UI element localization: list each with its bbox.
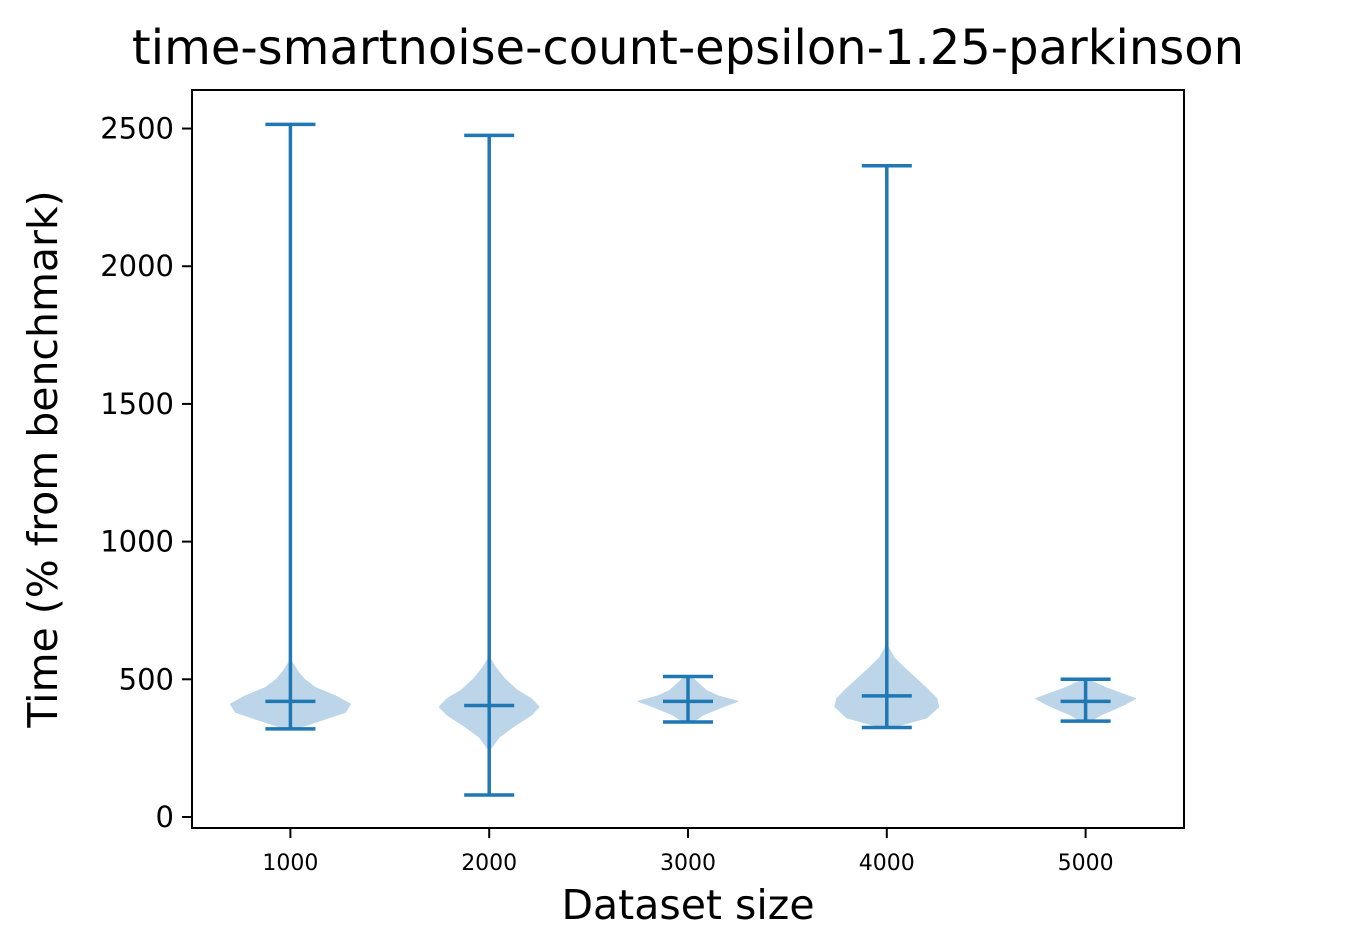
y-tick-label: 500 xyxy=(119,662,174,696)
y-tick-label: 2500 xyxy=(100,112,174,146)
plot-area xyxy=(229,122,1137,797)
x-tick-label: 2000 xyxy=(461,851,517,876)
x-tick-label: 1000 xyxy=(262,851,318,876)
x-tick-label: 4000 xyxy=(859,851,915,876)
x-tick-label: 3000 xyxy=(660,851,716,876)
y-tick-label: 0 xyxy=(156,800,174,834)
y-tick-label: 2000 xyxy=(100,249,174,283)
x-axis-label: Dataset size xyxy=(561,881,814,929)
y-tick-label: 1000 xyxy=(100,525,174,559)
chart-title: time-smartnoise-count-epsilon-1.25-parki… xyxy=(132,20,1244,76)
x-axis: 1000 2000 3000 4000 5000 xyxy=(262,828,1114,876)
x-tick-label: 5000 xyxy=(1058,851,1114,876)
y-axis: 0 500 1000 1500 2000 2500 xyxy=(100,112,192,834)
y-axis-label: Time (% from benchmark) xyxy=(19,190,67,728)
y-tick-label: 1500 xyxy=(100,387,174,421)
